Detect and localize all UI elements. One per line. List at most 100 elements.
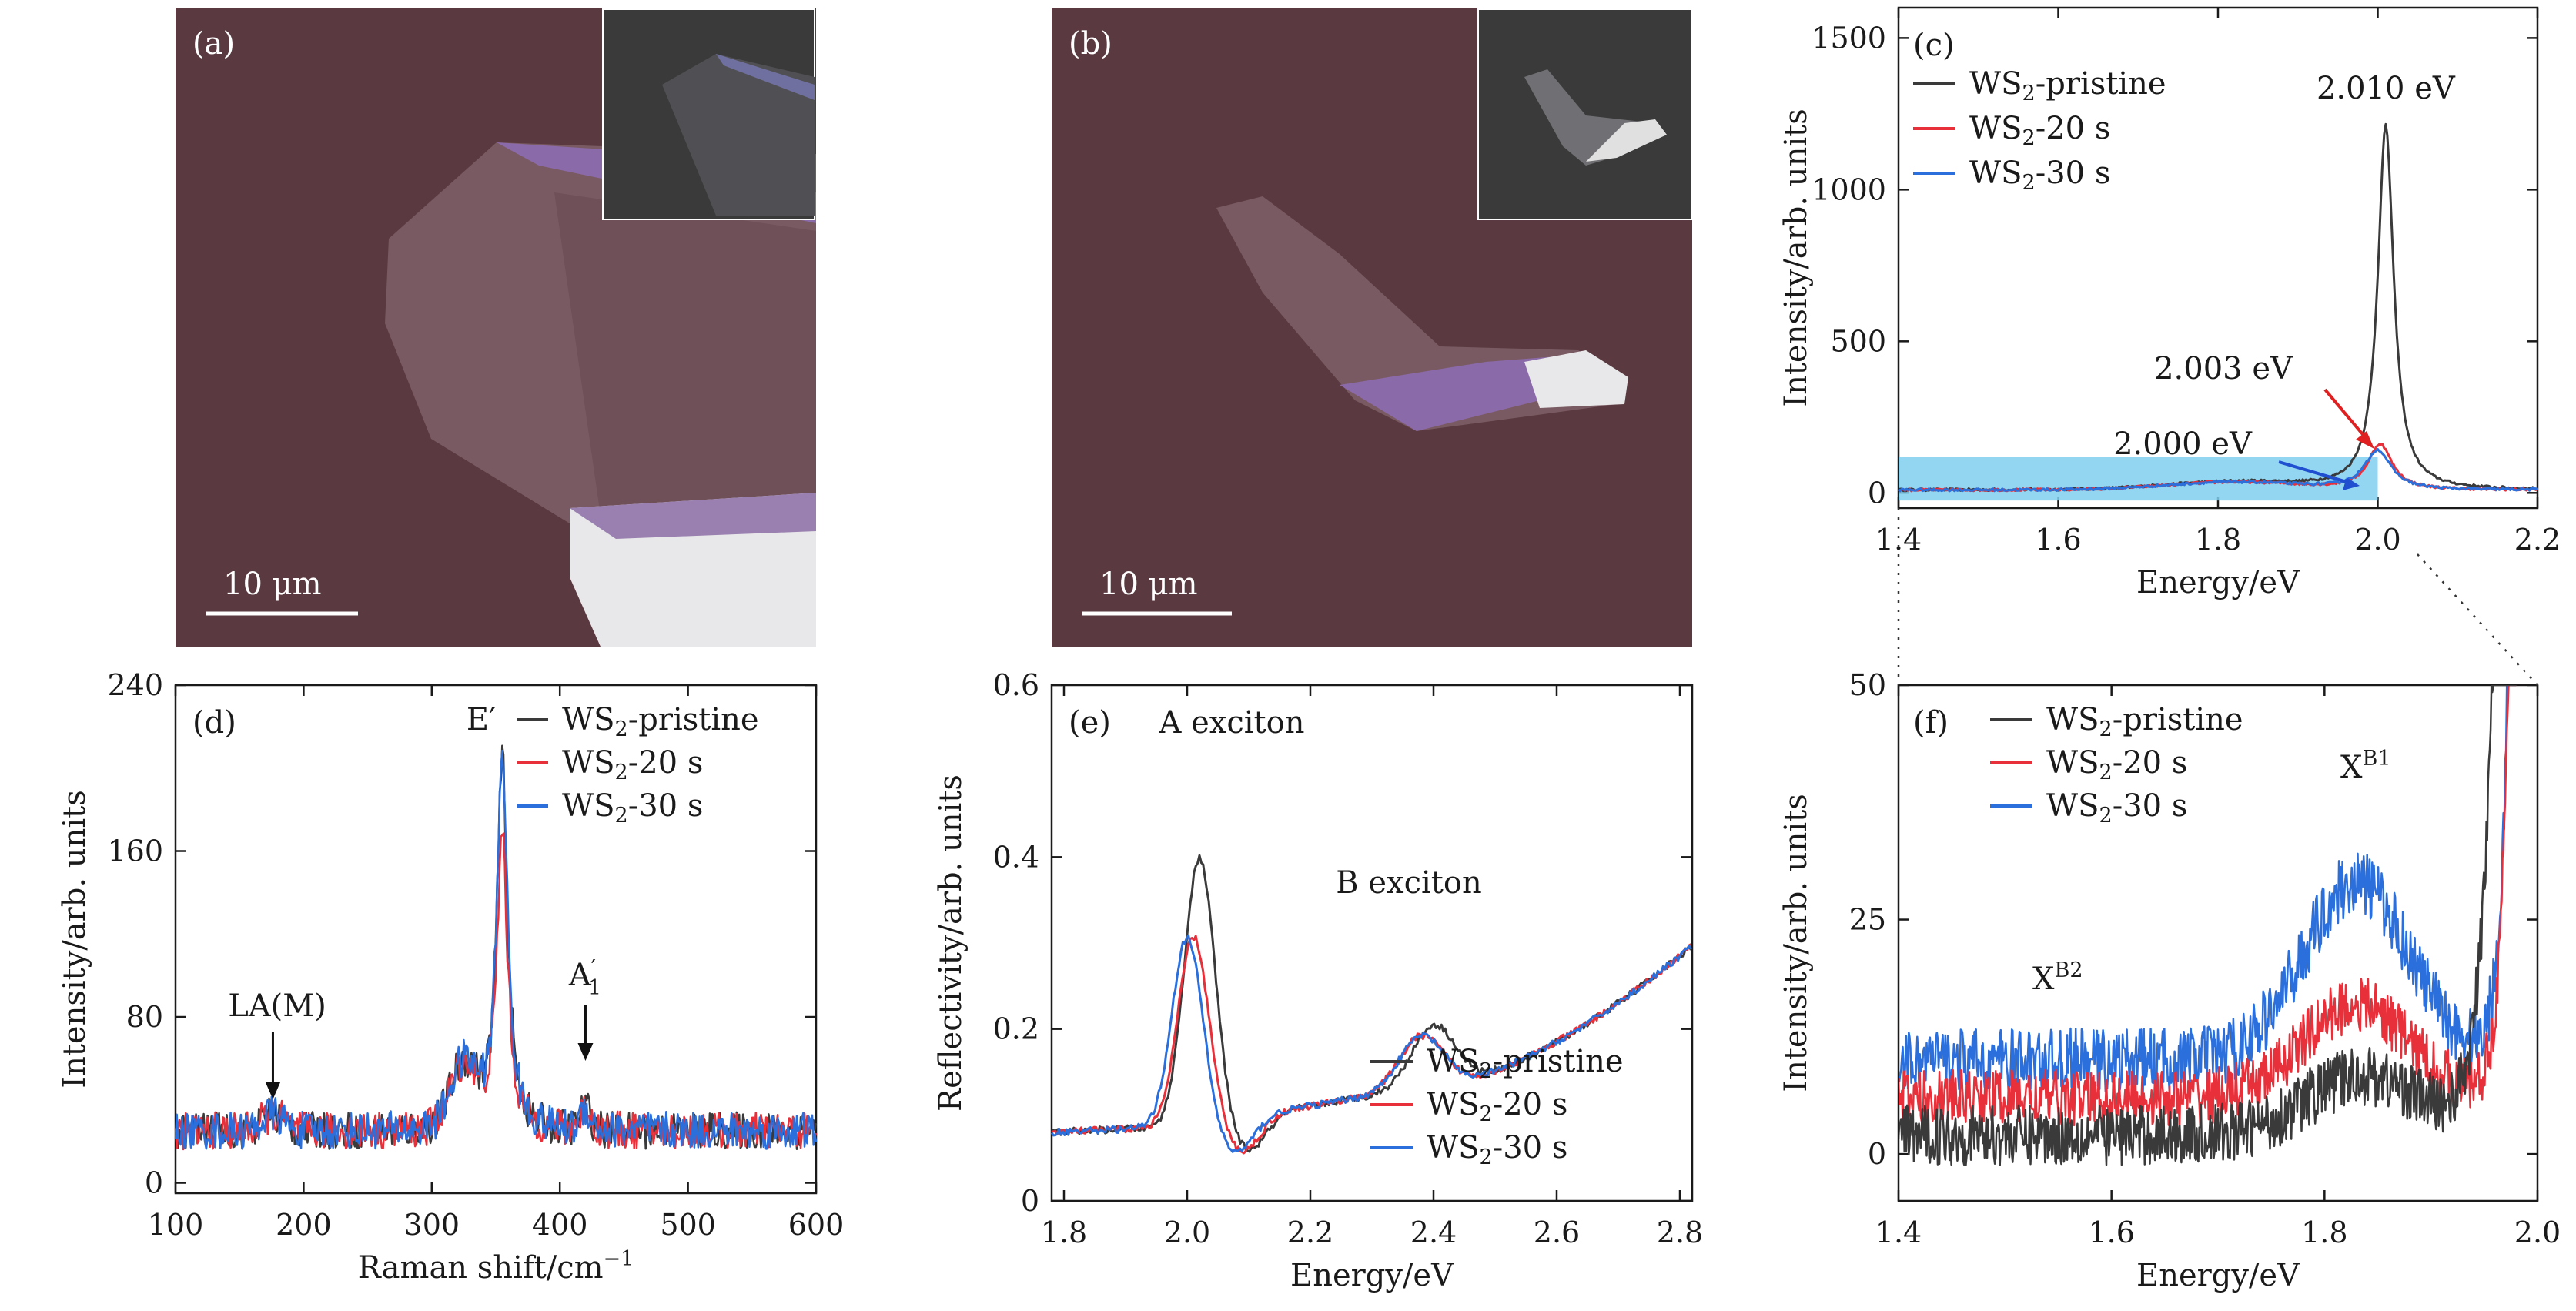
y-axis-label: Intensity/arb. units [57, 790, 92, 1088]
panel-e-chart: 1.8 2.0 2.2 2.4 2.6 2.8 0 0.2 0.4 0.6 Energy/eV Ref… [933, 668, 1703, 1293]
x-tick-label: 1.4 [1875, 1216, 1922, 1249]
arrow-red-head [2356, 431, 2374, 449]
x-tick-label: 2.0 [1164, 1216, 1210, 1249]
panel-a-inset-edge [716, 54, 815, 100]
x-tick-label: 2.6 [1534, 1216, 1580, 1249]
y-axis-label: Reflectivity/arb. units [933, 774, 969, 1112]
annotation-la: LA(M) [228, 988, 326, 1024]
x-tick-label: 300 [404, 1208, 460, 1242]
annotation-eprime: E′ [467, 702, 496, 737]
annotation-2000: 2.000 eV [2113, 426, 2253, 462]
x-tick-label: 400 [532, 1208, 588, 1242]
highlight-region [1899, 457, 2378, 501]
arrow-blue [2278, 460, 2353, 485]
y-tick-label: 0 [145, 1166, 163, 1200]
y-tick-label: 0 [1868, 1137, 1886, 1171]
y-tick-label: 0.2 [993, 1012, 1039, 1046]
x-axis-label: Energy/eV [1290, 1258, 1454, 1293]
legend-entry: WS2-20 s [1969, 111, 2110, 150]
x-tick-label: 2.8 [1657, 1216, 1703, 1249]
y-tick-label: 1500 [1812, 21, 1886, 55]
panel-a-fragment-purple [570, 493, 816, 539]
legend-entry: WS2-20 s [1427, 1087, 1567, 1126]
y-tick-label: 50 [1849, 668, 1886, 702]
panel-a-micrograph: (a) 10 μm [176, 8, 816, 647]
panel-a-scalebar-label: 10 μm [223, 567, 322, 602]
legend-entry: WS2-pristine [562, 702, 759, 741]
y-axis-label: Intensity/arb. units [1778, 109, 1814, 406]
series-line-3 [1050, 934, 1692, 1153]
x-tick-label: 2.4 [1410, 1216, 1457, 1249]
legend-entry: WS2-20 s [562, 745, 703, 784]
panel-b-micrograph: (b) 10 μm [1052, 8, 1692, 647]
y-tick-label: 0.6 [993, 668, 1039, 702]
x-tick-label: 200 [276, 1208, 332, 1242]
annotation-2003: 2.003 eV [2154, 351, 2293, 386]
panel-e-label: (e) [1069, 705, 1111, 741]
y-tick-label: 0 [1021, 1184, 1039, 1218]
legend-entry: WS2-30 s [1427, 1130, 1567, 1169]
x-tick-label: 1.6 [2035, 523, 2081, 557]
y-tick-label: 1000 [1812, 172, 1886, 206]
zoom-line-right [2417, 553, 2538, 686]
annotation-b-exciton: B exciton [1336, 865, 1481, 901]
legend-entry: WS2-30 s [1969, 156, 2110, 195]
annotation-2010: 2.010 eV [2317, 71, 2456, 106]
y-tick-label: 240 [107, 668, 163, 702]
plot-frame [1050, 684, 1694, 1202]
panel-b-scalebar-label: 10 μm [1099, 567, 1198, 602]
legend-entry: WS2-30 s [2046, 788, 2187, 828]
legend-entry: WS2-pristine [1427, 1044, 1624, 1083]
x-axis-label: Energy/eV [2136, 1258, 2300, 1293]
annotation-xb2: XB2 [2032, 958, 2083, 997]
annotation-a1: A′ 1 [568, 956, 601, 1000]
panel-d-label: (d) [192, 705, 236, 741]
x-tick-label: 1.6 [2088, 1216, 2134, 1249]
panel-a-label: (a) [192, 26, 235, 62]
panel-f-chart: 1.4 1.6 1.8 2.0 0 25 50 Energy/eV Intensity/arb.… [1778, 668, 2561, 1293]
plot-frame [174, 684, 818, 1195]
arrow-red [2323, 388, 2371, 444]
x-tick-label: 2.2 [2514, 523, 2561, 557]
zoom-connector-lines [1897, 508, 2538, 686]
series-line-3 [1899, 685, 2517, 1093]
series-group [1899, 685, 2517, 1166]
x-tick-label: 2.0 [2514, 1216, 2561, 1249]
arrow-a1-head [577, 1043, 594, 1061]
panel-c-chart: 1.4 1.6 1.8 2.0 2.2050010001500Energy/eVInte… [1778, 6, 2561, 600]
y-tick-label: 25 [1849, 903, 1886, 937]
annotation-xb1: XB1 [2340, 747, 2391, 785]
x-tick-label: 2.2 [1287, 1216, 1333, 1249]
x-tick-label: 100 [148, 1208, 204, 1242]
y-tick-label: 500 [1830, 324, 1886, 358]
x-axis-label: Raman shift/cm−1 [358, 1247, 634, 1286]
series-line-3 [174, 749, 818, 1150]
x-axis-label: Energy/eV [2136, 565, 2300, 600]
plot-frame [1897, 684, 2539, 1202]
y-tick-label: 0 [1868, 476, 1886, 510]
x-tick-label: 1.8 [1041, 1216, 1087, 1249]
arrow-la-head [265, 1082, 281, 1099]
legend-entry: WS2-20 s [2046, 745, 2187, 784]
panel-a-flake-darker [554, 192, 816, 516]
series-line-1 [1051, 854, 1692, 1153]
legend-entry: WS2-pristine [1969, 66, 2166, 105]
panel-b-flake-purple [1340, 354, 1586, 431]
panel-f-label: (f) [1913, 705, 1949, 741]
legend-entry: WS2-pristine [2046, 702, 2243, 741]
x-tick-label: 2.0 [2354, 523, 2400, 557]
annotation-a-exciton: A exciton [1159, 705, 1305, 741]
panel-b-inset-white [1586, 119, 1667, 162]
panel-b-flake-white [1524, 350, 1628, 408]
series-line-3 [1897, 447, 2538, 493]
x-tick-label: 1.8 [2195, 523, 2241, 557]
series-line-2 [1899, 685, 2517, 1127]
panel-a-inset-flake [662, 54, 815, 216]
x-tick-label: 500 [660, 1208, 716, 1242]
panel-d-chart: 100 200 300 400 500 600 0 80 160 240 Intensity/arb… [57, 668, 844, 1286]
y-tick-label: 0.4 [993, 840, 1039, 874]
x-tick-label: 1.8 [2301, 1216, 2347, 1249]
y-axis-label: Intensity/arb. units [1778, 794, 1814, 1092]
y-tick-label: 160 [107, 834, 163, 868]
y-tick-label: 80 [126, 1000, 163, 1034]
